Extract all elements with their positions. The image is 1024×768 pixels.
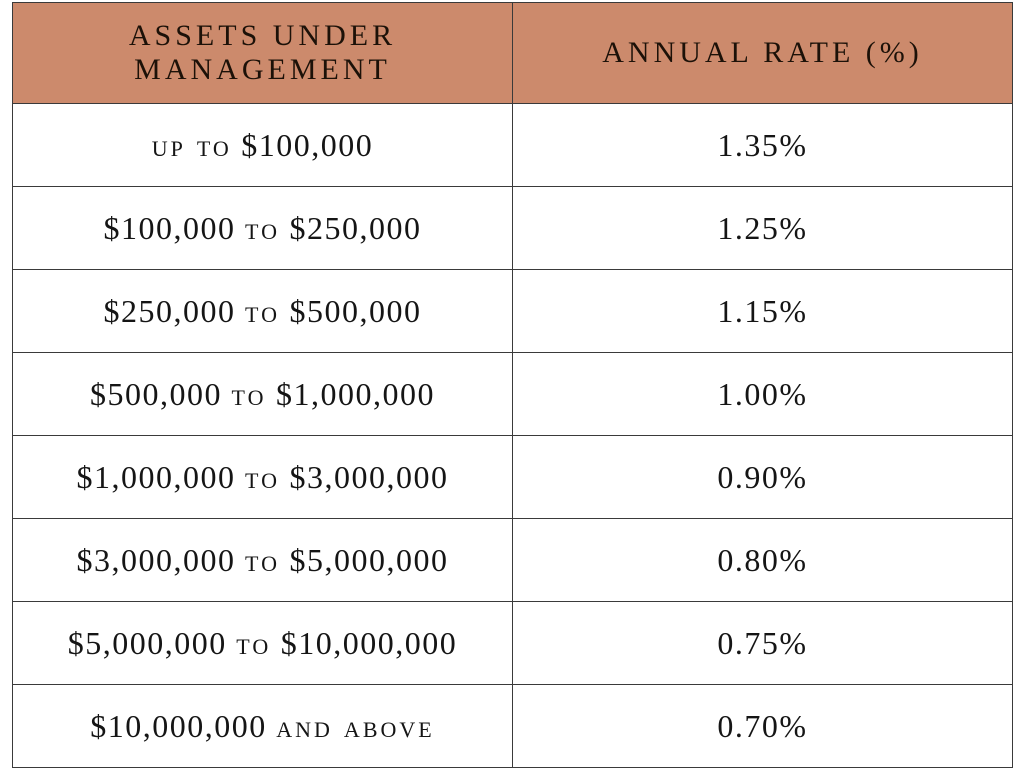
range-end: $100,000 — [241, 126, 374, 163]
range-connector: to — [236, 624, 272, 661]
range-start: $1,000,000 — [76, 458, 236, 495]
range-start: $250,000 — [103, 292, 236, 329]
header-annual-rate: Annual rate (%) — [512, 2, 1013, 104]
asset-range-cell: $500,000 to $1,000,000 — [12, 352, 513, 436]
rate-cell: 0.90% — [512, 435, 1013, 519]
asset-range-cell: $10,000,000 and above — [12, 684, 513, 768]
asset-range-cell: $5,000,000 to $10,000,000 — [12, 601, 513, 685]
range-connector: and above — [276, 707, 435, 744]
range-end: $5,000,000 — [289, 541, 449, 578]
range-connector: to — [245, 292, 280, 329]
range-end: $1,000,000 — [275, 375, 435, 412]
asset-range-cell: $250,000 to $500,000 — [12, 269, 513, 353]
table-row: $1,000,000 to $3,000,000 0.90% — [12, 435, 1013, 519]
table-row: $5,000,000 to $10,000,000 0.75% — [12, 601, 1013, 685]
rate-cell: 1.35% — [512, 103, 1013, 187]
asset-range-cell: $1,000,000 to $3,000,000 — [12, 435, 513, 519]
range-end: $3,000,000 — [289, 458, 449, 495]
range-start: $3,000,000 — [76, 541, 236, 578]
rate-cell: 1.00% — [512, 352, 1013, 436]
range-end: $10,000,000 — [280, 624, 458, 661]
rate-cell: 1.15% — [512, 269, 1013, 353]
range-start: $10,000,000 — [90, 707, 267, 744]
rate-cell: 0.75% — [512, 601, 1013, 685]
asset-range-cell: $3,000,000 to $5,000,000 — [12, 518, 513, 602]
table-body: up to $100,000 1.35% $100,000 to $250,00… — [12, 103, 1013, 768]
table-header: Assets under management Annual rate (%) — [12, 2, 1013, 104]
header-row: Assets under management Annual rate (%) — [12, 2, 1013, 104]
range-connector: to — [245, 458, 280, 495]
table-row: $100,000 to $250,000 1.25% — [12, 186, 1013, 270]
range-start: $5,000,000 — [67, 624, 227, 661]
range-connector: to — [245, 209, 280, 246]
range-start: $100,000 — [103, 209, 236, 246]
range-connector: to — [245, 541, 280, 578]
range-connector: up to — [151, 126, 232, 163]
asset-range-cell: $100,000 to $250,000 — [12, 186, 513, 270]
rate-cell: 1.25% — [512, 186, 1013, 270]
range-start: $500,000 — [90, 375, 223, 412]
table-row: $250,000 to $500,000 1.15% — [12, 269, 1013, 353]
rate-cell: 0.80% — [512, 518, 1013, 602]
header-assets-label: Assets under management — [128, 19, 397, 86]
asset-range-cell: up to $100,000 — [12, 103, 513, 187]
header-assets-under-management: Assets under management — [12, 2, 513, 104]
range-end: $500,000 — [289, 292, 422, 329]
table-row: up to $100,000 1.35% — [12, 103, 1013, 187]
fee-schedule-table: Assets under management Annual rate (%) … — [12, 2, 1013, 768]
rate-cell: 0.70% — [512, 684, 1013, 768]
table-row: $500,000 to $1,000,000 1.00% — [12, 352, 1013, 436]
table-row: $3,000,000 to $5,000,000 0.80% — [12, 518, 1013, 602]
range-connector: to — [231, 375, 267, 412]
range-end: $250,000 — [289, 209, 422, 246]
table-row: $10,000,000 and above 0.70% — [12, 684, 1013, 768]
